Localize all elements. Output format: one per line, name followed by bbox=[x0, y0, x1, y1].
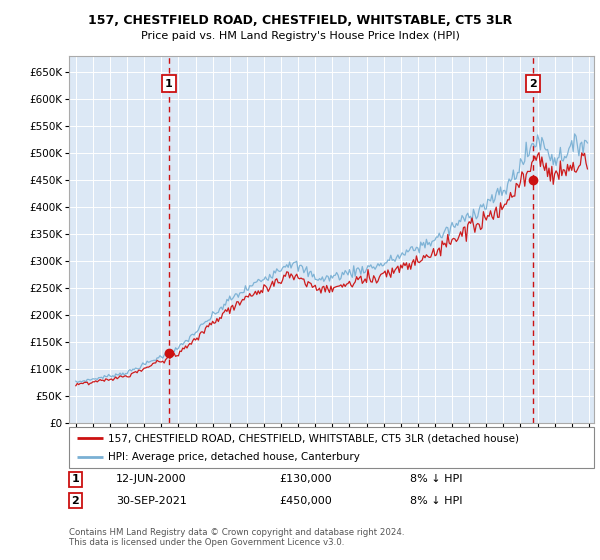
Text: £130,000: £130,000 bbox=[279, 474, 332, 484]
Text: £450,000: £450,000 bbox=[279, 496, 332, 506]
Text: 1: 1 bbox=[165, 78, 173, 88]
Text: 2: 2 bbox=[529, 78, 537, 88]
Text: 2: 2 bbox=[71, 496, 79, 506]
Text: HPI: Average price, detached house, Canterbury: HPI: Average price, detached house, Cant… bbox=[109, 452, 360, 461]
Text: 12-JUN-2000: 12-JUN-2000 bbox=[116, 474, 187, 484]
Text: 157, CHESTFIELD ROAD, CHESTFIELD, WHITSTABLE, CT5 3LR: 157, CHESTFIELD ROAD, CHESTFIELD, WHITST… bbox=[88, 14, 512, 27]
Text: Price paid vs. HM Land Registry's House Price Index (HPI): Price paid vs. HM Land Registry's House … bbox=[140, 31, 460, 41]
Text: 8% ↓ HPI: 8% ↓ HPI bbox=[410, 474, 463, 484]
Text: 157, CHESTFIELD ROAD, CHESTFIELD, WHITSTABLE, CT5 3LR (detached house): 157, CHESTFIELD ROAD, CHESTFIELD, WHITST… bbox=[109, 433, 520, 443]
Text: Contains HM Land Registry data © Crown copyright and database right 2024.
This d: Contains HM Land Registry data © Crown c… bbox=[69, 528, 404, 548]
Text: 30-SEP-2021: 30-SEP-2021 bbox=[116, 496, 187, 506]
Text: 1: 1 bbox=[71, 474, 79, 484]
FancyBboxPatch shape bbox=[69, 427, 594, 468]
Text: 8% ↓ HPI: 8% ↓ HPI bbox=[410, 496, 463, 506]
